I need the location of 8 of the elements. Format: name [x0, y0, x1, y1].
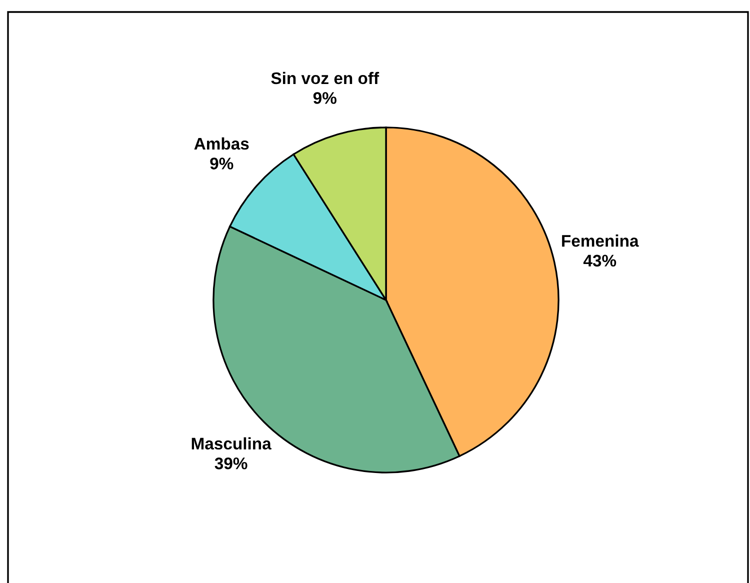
data-label: 43% — [583, 254, 616, 267]
slice-label: Ambas — [194, 137, 249, 150]
data-label: 9% — [210, 158, 234, 170]
data-label: 39% — [214, 458, 248, 470]
data-label: 9% — [313, 92, 336, 104]
slice-label: Femenina — [562, 234, 639, 247]
slice-label: Masculina — [192, 437, 272, 450]
slice-label: Sin voz en off — [271, 72, 380, 84]
